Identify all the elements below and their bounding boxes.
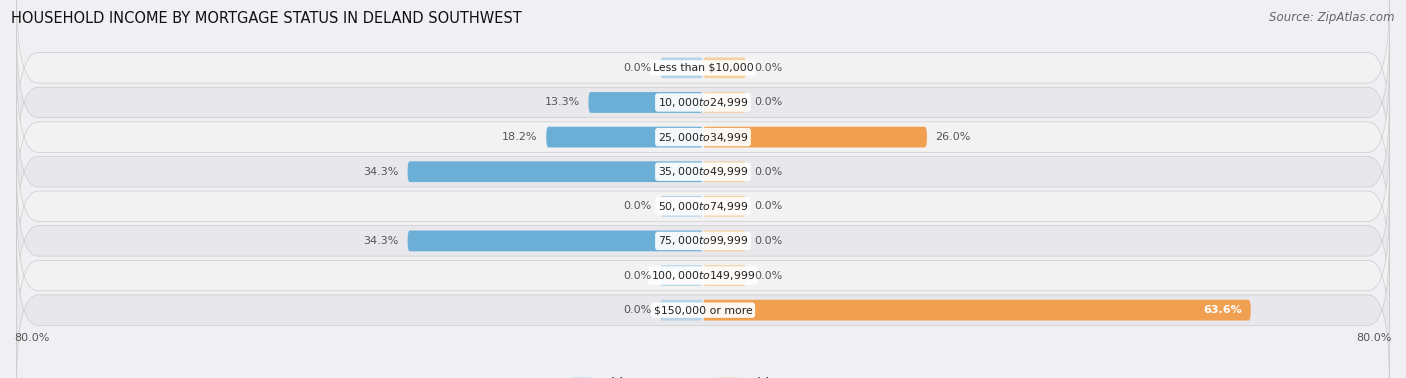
Text: $10,000 to $24,999: $10,000 to $24,999 [658, 96, 748, 109]
Text: 0.0%: 0.0% [755, 98, 783, 107]
FancyBboxPatch shape [17, 239, 1389, 378]
Text: $75,000 to $99,999: $75,000 to $99,999 [658, 234, 748, 248]
Text: 34.3%: 34.3% [364, 236, 399, 246]
Legend: Without Mortgage, With Mortgage: Without Mortgage, With Mortgage [574, 377, 832, 378]
FancyBboxPatch shape [408, 161, 703, 182]
FancyBboxPatch shape [17, 0, 1389, 139]
FancyBboxPatch shape [659, 196, 703, 217]
FancyBboxPatch shape [703, 92, 747, 113]
FancyBboxPatch shape [703, 265, 747, 286]
Text: 18.2%: 18.2% [502, 132, 537, 142]
Text: $35,000 to $49,999: $35,000 to $49,999 [658, 165, 748, 178]
FancyBboxPatch shape [703, 161, 747, 182]
Text: Less than $10,000: Less than $10,000 [652, 63, 754, 73]
FancyBboxPatch shape [17, 170, 1389, 312]
Text: 0.0%: 0.0% [623, 63, 651, 73]
FancyBboxPatch shape [17, 31, 1389, 174]
FancyBboxPatch shape [17, 135, 1389, 277]
FancyBboxPatch shape [17, 66, 1389, 208]
Text: $25,000 to $34,999: $25,000 to $34,999 [658, 130, 748, 144]
FancyBboxPatch shape [703, 57, 747, 78]
Text: 34.3%: 34.3% [364, 167, 399, 177]
FancyBboxPatch shape [17, 101, 1389, 243]
Text: 26.0%: 26.0% [935, 132, 972, 142]
Text: 80.0%: 80.0% [1357, 333, 1392, 342]
Text: $100,000 to $149,999: $100,000 to $149,999 [651, 269, 755, 282]
FancyBboxPatch shape [703, 196, 747, 217]
Text: 0.0%: 0.0% [755, 63, 783, 73]
FancyBboxPatch shape [703, 231, 747, 251]
FancyBboxPatch shape [703, 300, 1251, 321]
Text: HOUSEHOLD INCOME BY MORTGAGE STATUS IN DELAND SOUTHWEST: HOUSEHOLD INCOME BY MORTGAGE STATUS IN D… [11, 11, 522, 26]
Text: 0.0%: 0.0% [755, 236, 783, 246]
FancyBboxPatch shape [547, 127, 703, 147]
Text: 0.0%: 0.0% [623, 305, 651, 315]
Text: 0.0%: 0.0% [623, 201, 651, 211]
Text: Source: ZipAtlas.com: Source: ZipAtlas.com [1270, 11, 1395, 24]
FancyBboxPatch shape [589, 92, 703, 113]
FancyBboxPatch shape [659, 300, 703, 321]
Text: 0.0%: 0.0% [755, 201, 783, 211]
Text: $150,000 or more: $150,000 or more [654, 305, 752, 315]
FancyBboxPatch shape [703, 127, 927, 147]
FancyBboxPatch shape [659, 57, 703, 78]
FancyBboxPatch shape [17, 204, 1389, 347]
FancyBboxPatch shape [659, 265, 703, 286]
Text: 80.0%: 80.0% [14, 333, 49, 342]
Text: 0.0%: 0.0% [755, 271, 783, 280]
Text: 13.3%: 13.3% [544, 98, 579, 107]
Text: 63.6%: 63.6% [1204, 305, 1241, 315]
Text: $50,000 to $74,999: $50,000 to $74,999 [658, 200, 748, 213]
Text: 0.0%: 0.0% [623, 271, 651, 280]
FancyBboxPatch shape [408, 231, 703, 251]
Text: 0.0%: 0.0% [755, 167, 783, 177]
